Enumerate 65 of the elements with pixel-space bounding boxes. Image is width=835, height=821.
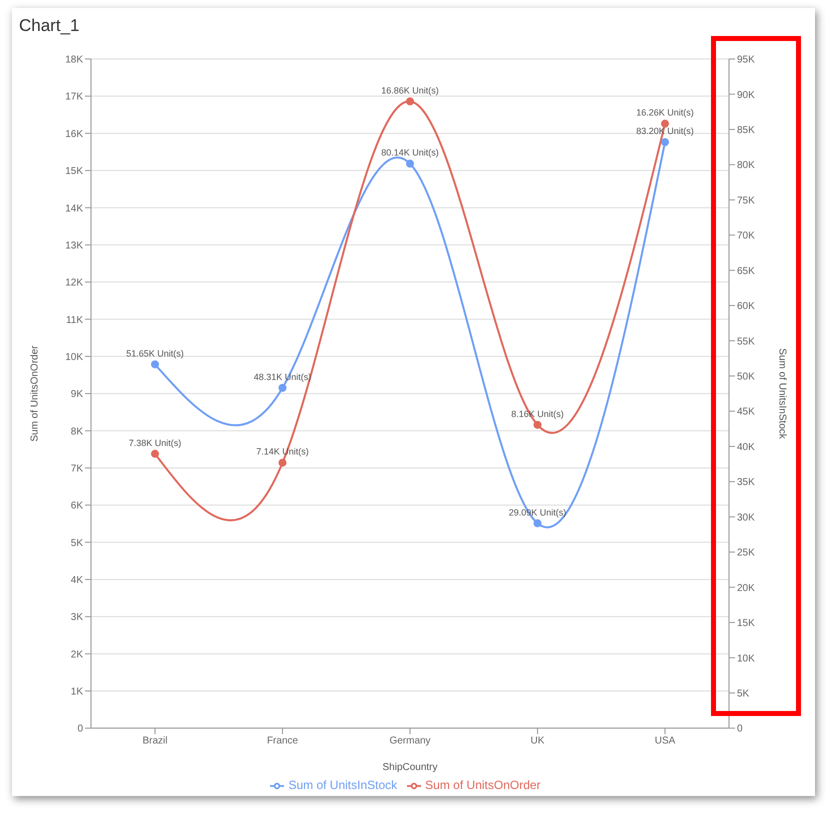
y2-tick-label: 20K	[737, 582, 756, 594]
y-tick-label: 1K	[70, 686, 84, 698]
x-axis-title: ShipCountry	[382, 762, 438, 774]
y2-tick-label: 55K	[737, 336, 756, 348]
y2-axis-title: Sum of UnitsInStock	[776, 348, 788, 440]
y-tick-label: 3K	[70, 612, 84, 624]
y-tick-label: 17K	[65, 92, 84, 103]
point	[151, 450, 159, 458]
chart-title: Chart_1	[19, 16, 80, 36]
y2-tick-label: 40K	[737, 442, 756, 453]
point	[661, 120, 669, 128]
y2-tick-label: 50K	[737, 372, 756, 383]
data-label: 51.65K Unit(s)	[126, 348, 184, 358]
point	[406, 160, 414, 168]
y2-tick-label: 30K	[737, 512, 756, 524]
legend-label: Sum of UnitsOnOrder	[425, 778, 541, 792]
y-tick-label: 11K	[66, 314, 84, 326]
y-tick-label: 7K	[70, 463, 84, 474]
y2-tick-label: 75K	[737, 195, 756, 206]
point	[534, 420, 542, 429]
y2-tick-label: 15K	[737, 618, 756, 630]
y2-tick-label: 35K	[737, 477, 756, 488]
legend-label: Sum of UnitsInStock	[288, 778, 398, 792]
y-tick-label: 15K	[65, 166, 84, 178]
y-tick-label: 16K	[65, 128, 84, 140]
point	[278, 458, 286, 467]
y-tick-label: 12K	[65, 278, 84, 289]
x-tick-label: France	[266, 735, 298, 746]
y-tick-label: 9K	[70, 389, 84, 400]
point	[406, 97, 414, 106]
y2-tick-label: 0	[737, 724, 743, 735]
point	[151, 360, 159, 368]
y-tick-label: 4K	[70, 575, 84, 586]
x-tick-label: UK	[530, 735, 545, 746]
y2-tick-label: 25K	[737, 548, 756, 559]
y2-tick-label: 45K	[737, 406, 756, 418]
y-tick-label: 18K	[65, 54, 84, 66]
x-tick-label: USA	[654, 735, 676, 746]
data-label: 16.26K Unit(s)	[636, 108, 694, 118]
y-tick-label: 5K	[70, 538, 84, 549]
data-label: 16.86K Unit(s)	[381, 85, 439, 96]
y2-tick-label: 60K	[737, 301, 756, 312]
y2-tick-label: 65K	[737, 266, 756, 277]
point	[278, 384, 286, 392]
y2-tick-label: 70K	[737, 230, 756, 242]
point	[534, 519, 542, 528]
y-tick-label: 2K	[70, 649, 84, 660]
x-tick-label: Brazil	[142, 735, 168, 746]
y-tick-label: 6K	[70, 500, 84, 512]
y-tick-label: 10K	[65, 352, 84, 363]
y-tick-label: 0	[77, 724, 84, 735]
data-label: 7.38K Unit(s)	[128, 438, 182, 448]
y2-tick-label: 85K	[737, 124, 756, 136]
x-tick-label: Germany	[389, 735, 431, 746]
y-axis-title: Sum of UnitsOnOrder	[30, 344, 41, 442]
y2-tick-label: 90K	[737, 90, 756, 101]
data-label: 80.14K Unit(s)	[381, 148, 439, 158]
y2-tick-label: 5K	[737, 688, 750, 700]
y-tick-label: 14K	[65, 203, 84, 214]
y2-tick-label: 95K	[737, 54, 756, 66]
point	[661, 138, 669, 146]
y2-tick-label: 10K	[737, 653, 756, 664]
y-tick-label: 8K	[70, 426, 84, 438]
y-tick-label: 13K	[65, 240, 84, 252]
y2-tick-label: 80K	[737, 160, 756, 172]
